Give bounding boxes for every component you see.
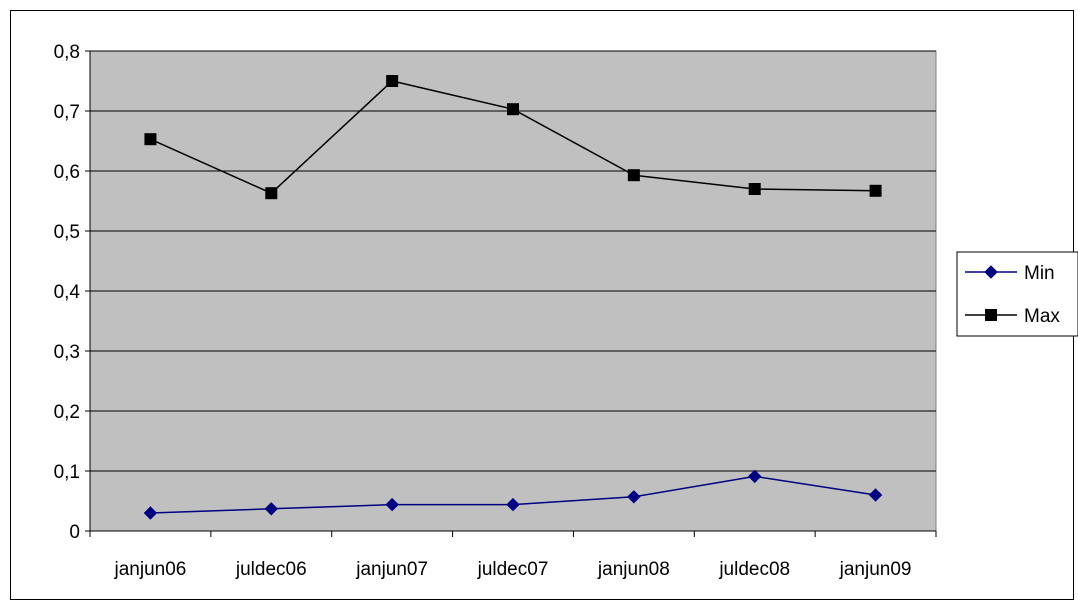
legend-marker-max xyxy=(985,309,997,321)
data-point-max xyxy=(265,187,278,200)
legend-label-max: Max xyxy=(1024,306,1060,327)
y-tick-label: 0,3 xyxy=(54,342,80,363)
data-point-min xyxy=(506,497,520,512)
data-point-min xyxy=(264,502,278,516)
data-point-min xyxy=(748,469,762,484)
data-point-max xyxy=(869,184,882,197)
data-point-min xyxy=(868,488,883,502)
data-point-max xyxy=(507,103,519,116)
x-tick-label: janjun09 xyxy=(839,559,912,580)
y-tick-label: 0,5 xyxy=(54,222,80,243)
data-point-max xyxy=(748,183,761,195)
data-point-max xyxy=(627,169,640,182)
data-point-min xyxy=(627,490,641,504)
y-tick-label: 0,6 xyxy=(54,162,80,183)
data-point-min xyxy=(385,497,399,512)
y-tick-label: 0,8 xyxy=(54,42,80,63)
x-tick-label: janjun08 xyxy=(597,559,670,580)
x-tick-label: juldec08 xyxy=(718,559,790,580)
legend-label-min: Min xyxy=(1024,263,1055,284)
legend-box xyxy=(956,251,1078,337)
x-tick-label: janjun06 xyxy=(114,559,187,580)
y-tick-label: 0 xyxy=(69,522,80,543)
y-tick-label: 0,1 xyxy=(54,462,80,483)
x-tick-label: juldec07 xyxy=(477,559,549,580)
data-point-max xyxy=(144,133,157,146)
x-tick-label: juldec06 xyxy=(235,559,307,580)
x-tick-label: janjun07 xyxy=(355,559,428,580)
data-point-min xyxy=(143,506,158,520)
y-tick-label: 0,2 xyxy=(54,402,80,423)
data-point-max xyxy=(386,75,399,87)
y-tick-label: 0,7 xyxy=(54,102,80,123)
y-tick-label: 0,4 xyxy=(54,282,81,303)
legend-marker-min xyxy=(984,265,998,279)
